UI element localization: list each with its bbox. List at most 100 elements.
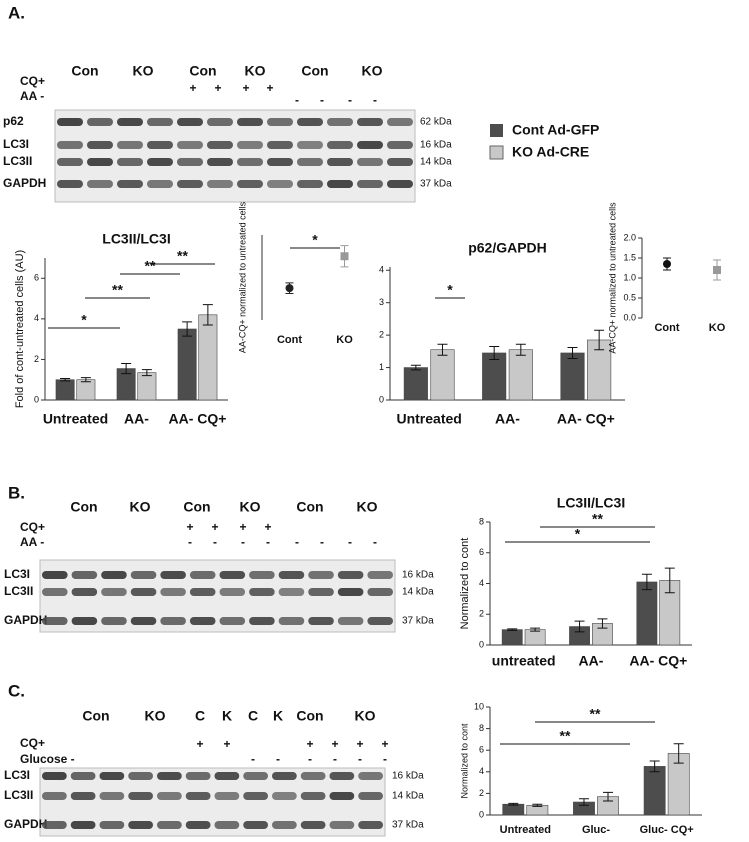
row-label: LC3I xyxy=(4,768,30,782)
blot-band xyxy=(57,141,83,149)
blot-band xyxy=(147,141,173,149)
lane-group-label: KO xyxy=(357,499,378,515)
bar xyxy=(76,379,96,401)
treatment-label: AA - xyxy=(20,535,44,549)
blot-band xyxy=(237,141,263,149)
significance-label: ** xyxy=(560,728,571,744)
x-tick-label: untreated xyxy=(492,653,556,669)
blot-band xyxy=(147,180,173,188)
blot-band xyxy=(99,772,125,780)
error-bar xyxy=(574,620,585,633)
blot-band xyxy=(337,617,364,625)
blot-band xyxy=(308,571,334,579)
blot-band xyxy=(357,158,383,166)
lane-group-label: Con xyxy=(82,708,109,724)
blot-band xyxy=(358,772,383,780)
row-label: LC3II xyxy=(4,788,33,802)
bar xyxy=(560,352,585,401)
kda-marker: 16 kDa xyxy=(402,570,434,581)
blot-band xyxy=(189,588,216,596)
blot-band xyxy=(272,821,297,829)
x-tick-label: AA- xyxy=(124,411,149,427)
plus-sign: + xyxy=(239,520,246,534)
lane-group-label: Con xyxy=(296,708,323,724)
legend-swatch xyxy=(489,145,504,160)
row-label: LC3I xyxy=(3,137,29,151)
x-tick-label: Gluc- CQ+ xyxy=(640,824,694,836)
y-tick-label: 1.0 xyxy=(623,272,636,282)
blot-band xyxy=(387,180,413,188)
error-bar xyxy=(121,362,132,375)
row-label: GAPDH xyxy=(3,176,46,190)
minus-sign: - xyxy=(276,752,280,766)
blot-band xyxy=(130,588,157,596)
blot-band xyxy=(71,571,98,579)
minus-sign: - xyxy=(295,93,299,107)
minus-sign: - xyxy=(266,535,270,549)
blot-band xyxy=(237,180,263,188)
y-tick-label: 0.0 xyxy=(623,312,636,322)
error-bar xyxy=(508,802,519,806)
treatment-label: CQ+ xyxy=(20,736,45,750)
x-tick-label: Gluc- xyxy=(582,824,610,836)
blot-band xyxy=(101,571,127,579)
plus-sign: + xyxy=(186,520,193,534)
blot-band xyxy=(300,792,326,800)
blot-band xyxy=(101,617,127,625)
bar xyxy=(198,314,218,401)
blot-band xyxy=(297,180,323,188)
blot-band xyxy=(357,141,383,149)
x-tick-label: Untreated xyxy=(396,411,461,427)
blot-band xyxy=(308,588,334,596)
blot-band xyxy=(189,617,216,625)
significance-label: ** xyxy=(590,706,601,722)
y-axis-label: Normalized to cont xyxy=(459,538,471,630)
plus-sign: + xyxy=(189,81,196,95)
blot-band xyxy=(327,118,353,126)
y-tick-label: 2 xyxy=(379,329,384,339)
blot-band xyxy=(278,617,305,625)
y-tick-label: 6 xyxy=(479,745,484,755)
significance-label: ** xyxy=(112,282,123,298)
lane-group-label: KO xyxy=(245,63,266,79)
row-label: LC3I xyxy=(4,567,30,581)
error-bar xyxy=(603,791,614,802)
y-tick-label: 6 xyxy=(34,273,39,283)
blot-band xyxy=(267,118,293,126)
blot-band xyxy=(214,821,240,829)
blot-band xyxy=(99,821,125,829)
minus-sign: - xyxy=(320,93,324,107)
blot-band xyxy=(278,571,305,579)
blot-band xyxy=(267,141,293,149)
blot-band xyxy=(71,617,98,625)
blot-band xyxy=(128,792,153,800)
blot-band xyxy=(160,617,186,625)
x-tick-label: AA- CQ+ xyxy=(629,653,687,669)
kda-marker: 14 kDa xyxy=(420,157,452,168)
blot-band xyxy=(243,772,268,780)
minus-sign: - xyxy=(348,535,352,549)
blot-band xyxy=(147,158,173,166)
row-label: p62 xyxy=(3,114,24,128)
lane-group-label: K xyxy=(222,708,232,724)
bar xyxy=(430,349,455,401)
error-bar xyxy=(202,304,213,326)
blot-band xyxy=(101,588,127,596)
treatment-label: AA - xyxy=(20,89,44,103)
minus-sign: - xyxy=(358,752,362,766)
minus-sign: - xyxy=(383,752,387,766)
lane-group-label: KO xyxy=(355,708,376,724)
blot-band xyxy=(358,821,383,829)
minus-sign: - xyxy=(251,752,255,766)
blot-band xyxy=(243,792,268,800)
row-label: LC3II xyxy=(4,584,33,598)
x-tick-label: AA- CQ+ xyxy=(169,411,227,427)
blot-band xyxy=(357,180,383,188)
blot-band xyxy=(297,141,323,149)
plus-sign: + xyxy=(331,737,338,751)
lane-group-label: Con xyxy=(71,63,98,79)
blot-band xyxy=(387,141,413,149)
blot-band xyxy=(219,588,246,596)
minus-sign: - xyxy=(320,535,324,549)
point xyxy=(285,284,294,293)
